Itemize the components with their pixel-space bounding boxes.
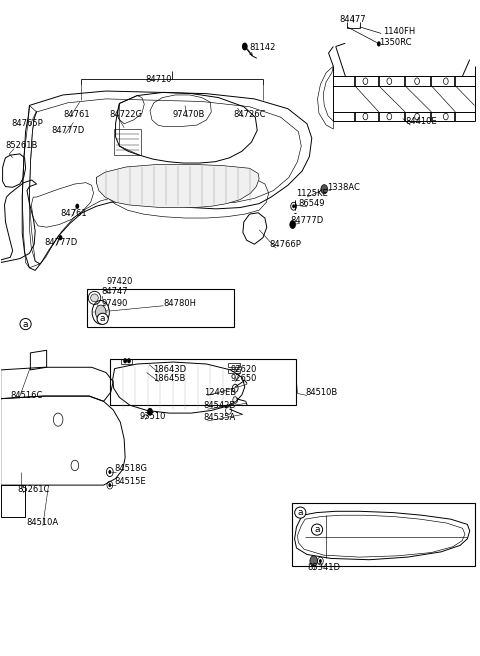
Circle shape — [96, 305, 106, 319]
Text: 85261C: 85261C — [17, 485, 50, 494]
Text: 1338AC: 1338AC — [327, 183, 360, 192]
Circle shape — [59, 235, 62, 240]
Bar — [87, 289, 234, 327]
Text: 1125KE: 1125KE — [297, 190, 328, 198]
Text: 81142: 81142 — [250, 43, 276, 52]
Circle shape — [310, 556, 318, 566]
Text: a: a — [314, 525, 320, 534]
Circle shape — [321, 184, 327, 194]
Text: 84777D: 84777D — [45, 238, 78, 247]
Text: 84761: 84761 — [60, 209, 87, 218]
Text: 84518G: 84518G — [115, 464, 148, 474]
Bar — [292, 503, 475, 566]
Text: 18645B: 18645B — [153, 374, 185, 383]
Text: 84777D: 84777D — [51, 126, 84, 135]
Text: 85341D: 85341D — [307, 562, 340, 571]
Ellipse shape — [91, 294, 98, 302]
Bar — [228, 363, 240, 367]
Circle shape — [319, 559, 322, 563]
Text: 84542B: 84542B — [204, 401, 236, 411]
Text: 84410E: 84410E — [405, 117, 437, 127]
Circle shape — [127, 358, 131, 363]
Text: 86549: 86549 — [299, 199, 325, 207]
Text: 84747: 84747 — [102, 287, 128, 296]
Text: 85261B: 85261B — [5, 141, 38, 150]
Text: 92650: 92650 — [230, 374, 257, 383]
Bar — [110, 359, 297, 405]
Polygon shape — [96, 165, 259, 207]
Circle shape — [123, 358, 127, 363]
Bar — [228, 369, 240, 373]
Text: 84777D: 84777D — [291, 216, 324, 224]
Text: 84535A: 84535A — [204, 413, 236, 422]
Text: 84722G: 84722G — [110, 110, 143, 119]
Text: 84510B: 84510B — [305, 388, 337, 397]
Circle shape — [290, 220, 296, 228]
Circle shape — [108, 470, 111, 474]
Circle shape — [75, 203, 79, 209]
Text: 97470B: 97470B — [173, 110, 205, 119]
Text: 84780H: 84780H — [163, 299, 196, 308]
Text: 84710: 84710 — [145, 75, 172, 85]
Text: a: a — [23, 319, 28, 329]
Text: 84761: 84761 — [64, 110, 91, 119]
Text: 84477: 84477 — [339, 15, 366, 24]
Circle shape — [292, 204, 295, 208]
Text: 1249EB: 1249EB — [204, 388, 236, 397]
Text: 84515E: 84515E — [115, 478, 146, 486]
Text: a: a — [100, 314, 106, 323]
Text: 84726C: 84726C — [233, 110, 266, 119]
Text: 18643D: 18643D — [153, 365, 186, 374]
Text: 1350RC: 1350RC — [379, 38, 411, 47]
Circle shape — [147, 408, 153, 416]
Text: 84510A: 84510A — [27, 518, 59, 527]
Text: 84765P: 84765P — [11, 119, 43, 128]
Bar — [114, 129, 142, 155]
Text: 92620: 92620 — [230, 365, 257, 374]
Text: 93510: 93510 — [140, 412, 166, 421]
Text: a: a — [298, 508, 303, 517]
Text: 97490: 97490 — [102, 299, 128, 308]
Circle shape — [108, 483, 111, 487]
Text: 84516C: 84516C — [10, 391, 43, 400]
Text: 84766P: 84766P — [270, 241, 301, 249]
Circle shape — [242, 43, 248, 51]
Circle shape — [377, 41, 381, 47]
Text: 97420: 97420 — [107, 277, 133, 286]
Text: 1140FH: 1140FH — [384, 28, 416, 36]
